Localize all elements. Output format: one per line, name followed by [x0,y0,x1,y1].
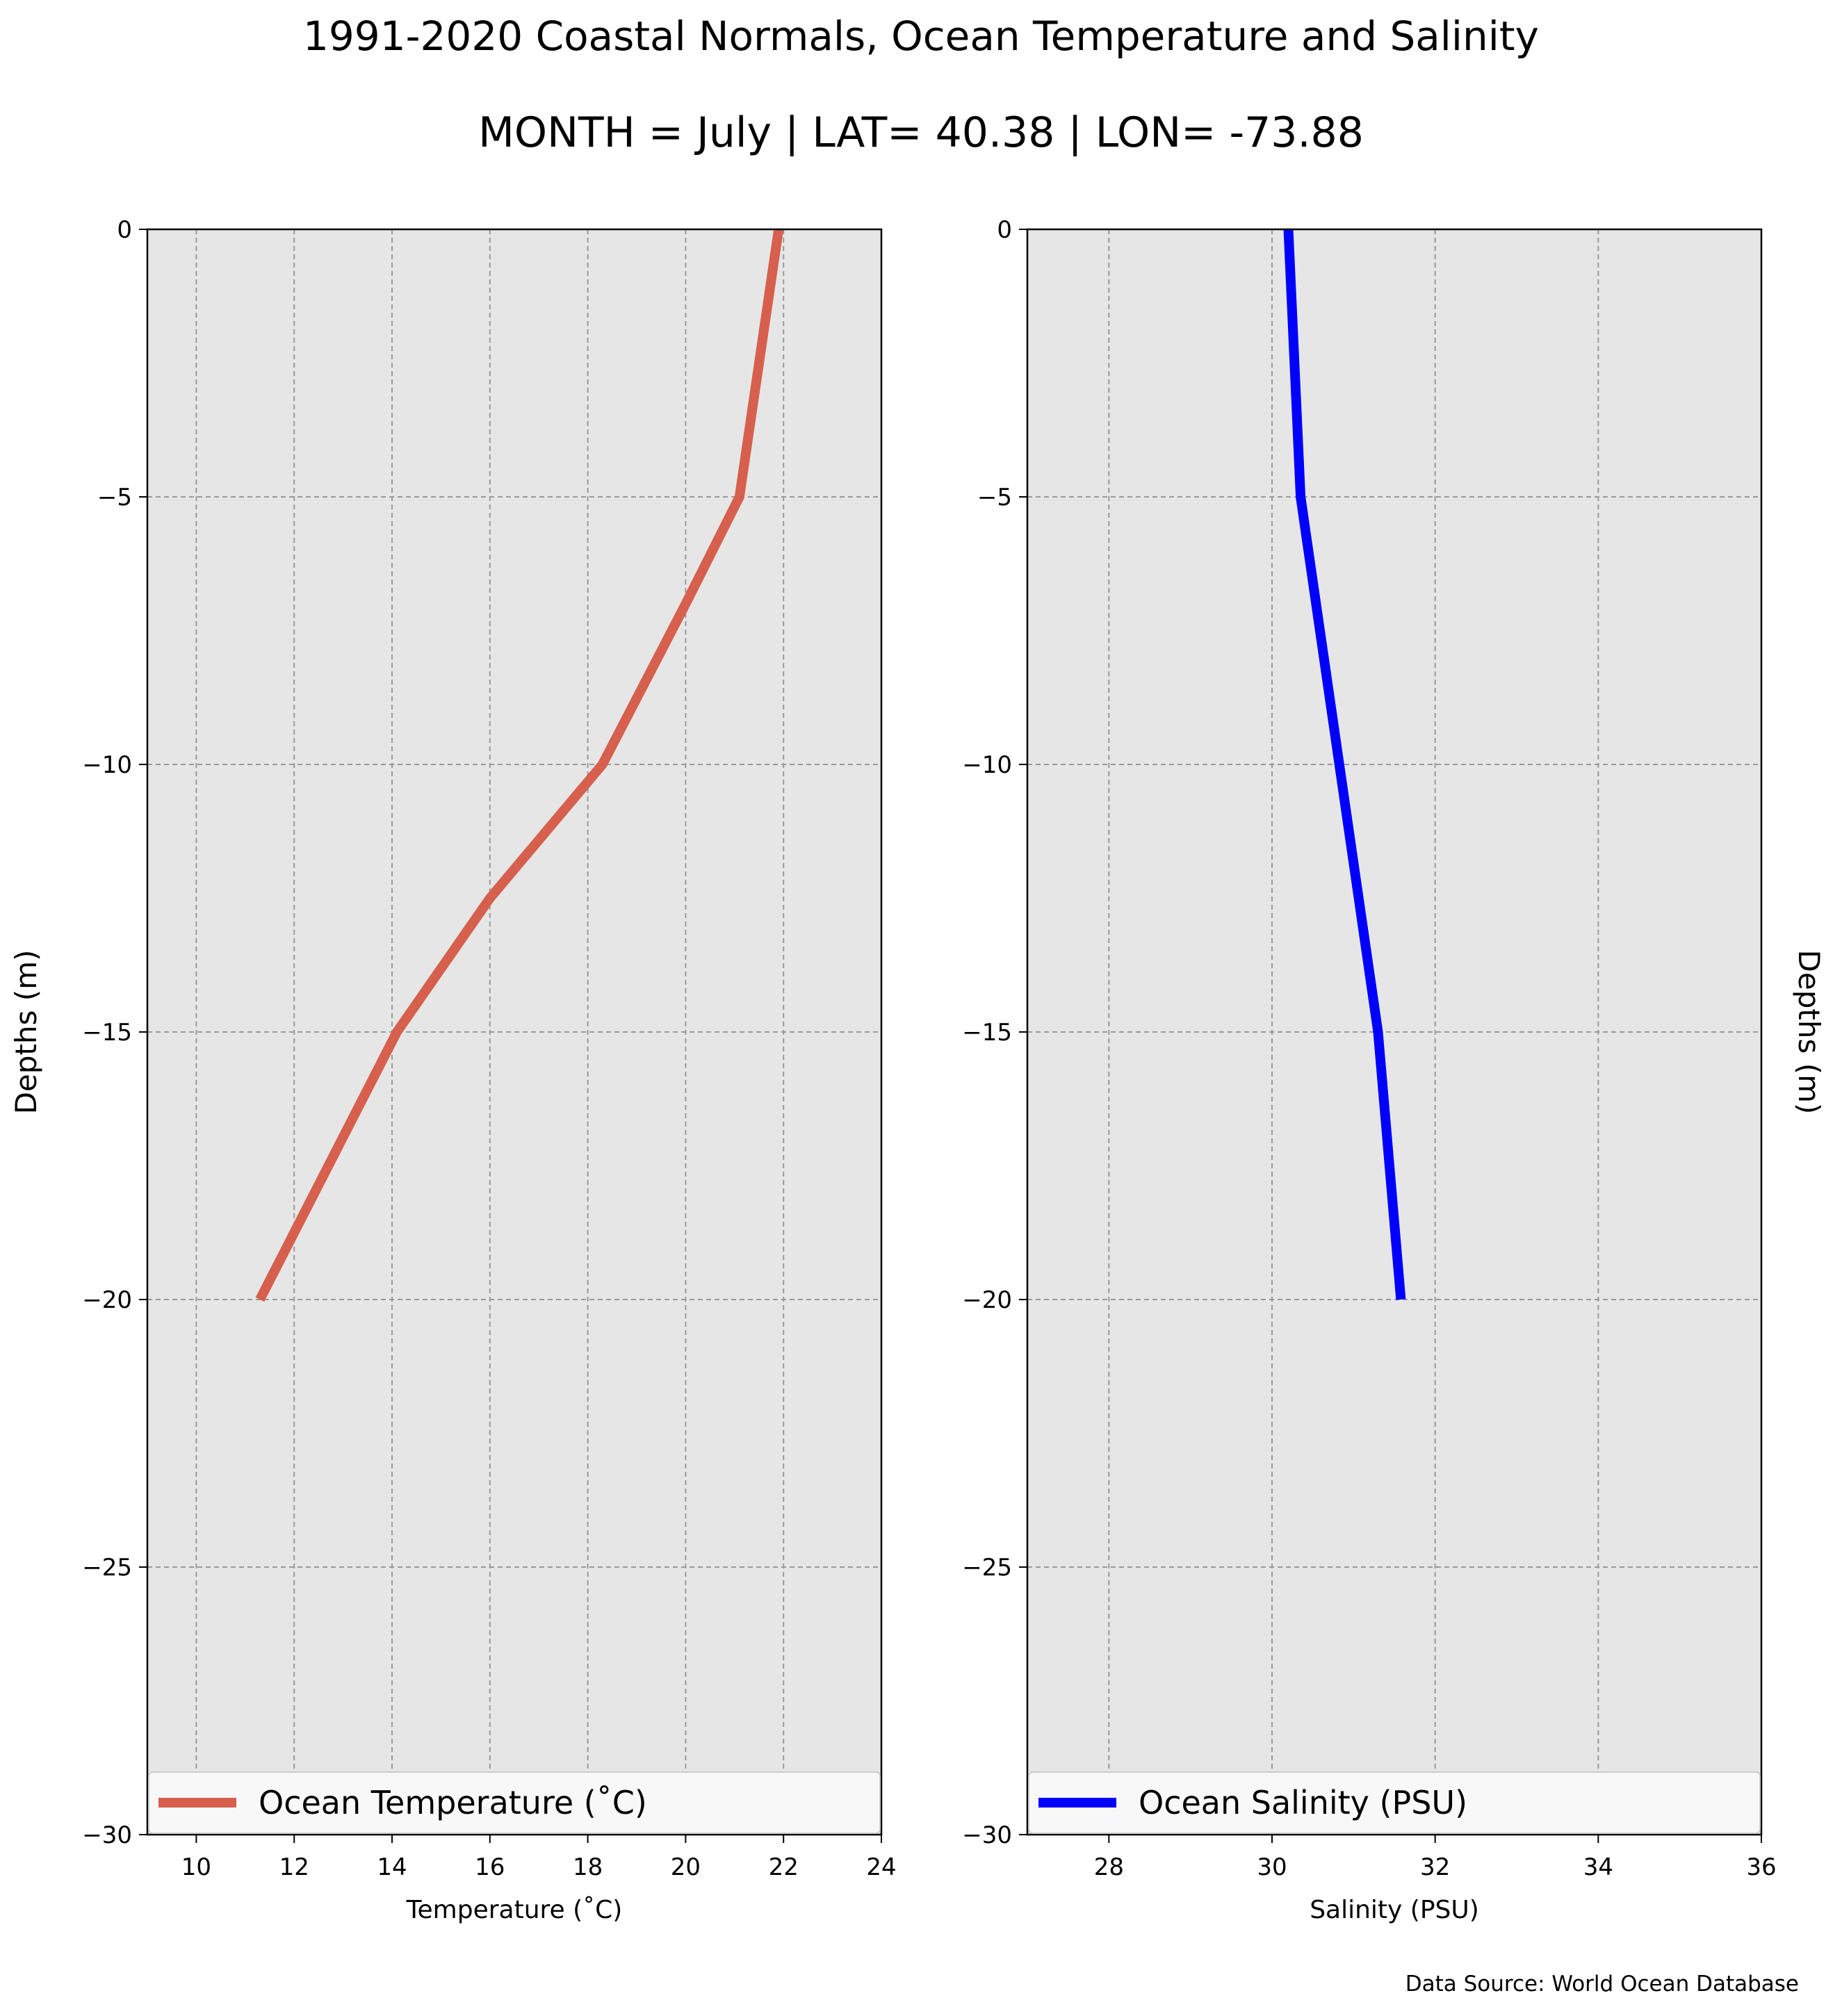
x-tick-label: 30 [1257,1853,1287,1881]
y-tick-label: 0 [117,216,132,244]
y-tick-label: −25 [82,1554,132,1582]
salinity-legend-box [1028,1771,1761,1834]
temperature-y-ticks: 0 −5 −10 −15 −20 −25 −30 [82,216,147,1849]
y-tick-label: −30 [962,1821,1012,1849]
salinity-series [1283,229,1406,1300]
y-tick-label: −30 [82,1821,132,1849]
y-tick-label: −20 [82,1286,132,1314]
temperature-series [255,228,784,1302]
temperature-legend: Ocean Temperature (˚C) [148,1771,881,1834]
salinity-legend: Ocean Salinity (PSU) [1028,1771,1761,1834]
y-tick-label: −5 [977,484,1012,511]
x-tick-label: 16 [475,1853,505,1881]
temperature-x-axis-label: Temperature (˚C) [406,1896,623,1924]
x-tick-label: 12 [279,1853,309,1881]
x-tick-label: 10 [181,1853,211,1881]
x-tick-label: 28 [1094,1853,1124,1881]
y-tick-label: −5 [97,484,132,511]
temperature-y-axis-label: Depths (m) [9,950,43,1115]
salinity-panel: 28 30 32 34 36 0 −5 −10 −15 −20 −25 −30 Ocean Sali… [962,216,1826,1924]
x-tick-label: 36 [1746,1853,1776,1881]
temperature-plot-frame [146,228,883,1836]
temperature-x-ticks: 10 12 14 16 18 20 22 24 [181,1835,897,1881]
salinity-y-axis-label: Depths (m) [1792,950,1826,1115]
y-tick-label: −20 [962,1286,1012,1314]
y-tick-label: −10 [962,751,1012,779]
y-tick-label: −10 [82,751,132,779]
figure-title: 1991-2020 Coastal Normals, Ocean Tempera… [303,13,1539,60]
salinity-plot-frame [1026,228,1763,1836]
salinity-legend-label: Ocean Salinity (PSU) [1139,1784,1467,1821]
salinity-y-ticks: 0 −5 −10 −15 −20 −25 −30 [962,216,1027,1849]
x-tick-label: 20 [671,1853,701,1881]
series-line [1283,229,1406,1300]
y-tick-label: −25 [962,1554,1012,1582]
salinity-x-ticks: 28 30 32 34 36 [1094,1835,1777,1881]
y-tick-label: −15 [82,1019,132,1047]
temperature-legend-label: Ocean Temperature (˚C) [259,1784,647,1821]
x-tick-label: 22 [769,1853,799,1881]
x-tick-label: 34 [1583,1853,1613,1881]
y-tick-label: 0 [997,216,1012,244]
x-tick-label: 18 [573,1853,603,1881]
temperature-panel: 10 12 14 16 18 20 22 24 0 −5 −10 −15 −20 −25 −30 Ocea… [9,216,897,1924]
figure-subtitle: MONTH = July | LAT= 40.38 | LON= -73.88 [478,108,1364,157]
x-tick-label: 32 [1420,1853,1450,1881]
data-source-note: Data Source: World Ocean Database [1405,1972,1799,1997]
temperature-legend-box [148,1771,881,1834]
series-line [255,228,784,1302]
x-tick-label: 24 [866,1853,896,1881]
x-tick-label: 14 [377,1853,407,1881]
salinity-x-axis-label: Salinity (PSU) [1310,1896,1479,1924]
y-tick-label: −15 [962,1019,1012,1047]
